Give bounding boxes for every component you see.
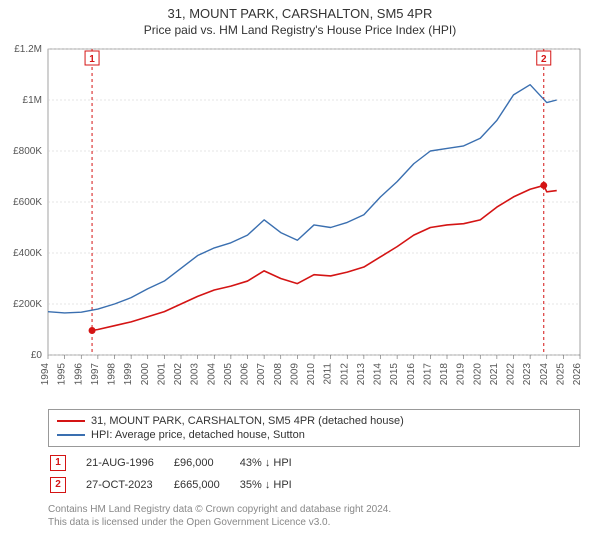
- svg-text:2022: 2022: [506, 363, 517, 386]
- svg-text:£1.2M: £1.2M: [14, 44, 42, 55]
- svg-text:£800K: £800K: [13, 146, 42, 157]
- svg-text:2013: 2013: [356, 363, 367, 386]
- marker-row-2: 2 27-OCT-2023 £665,000 35% ↓ HPI: [50, 475, 310, 495]
- svg-text:1999: 1999: [123, 363, 134, 386]
- svg-text:2024: 2024: [539, 363, 550, 386]
- marker-badge-1: 1: [50, 455, 66, 471]
- svg-text:2021: 2021: [489, 363, 500, 386]
- svg-text:2016: 2016: [406, 363, 417, 386]
- chart-title: 31, MOUNT PARK, CARSHALTON, SM5 4PR: [0, 0, 600, 21]
- svg-text:2005: 2005: [223, 363, 234, 386]
- legend: 31, MOUNT PARK, CARSHALTON, SM5 4PR (det…: [48, 409, 580, 447]
- svg-text:2008: 2008: [273, 363, 284, 386]
- svg-text:2026: 2026: [572, 363, 583, 386]
- svg-text:2011: 2011: [323, 363, 334, 385]
- chart-subtitle: Price paid vs. HM Land Registry's House …: [0, 21, 600, 43]
- svg-text:1997: 1997: [90, 363, 101, 386]
- svg-text:1: 1: [89, 54, 95, 65]
- svg-text:£600K: £600K: [13, 197, 42, 208]
- marker-price-2: £665,000: [174, 475, 238, 495]
- svg-text:1996: 1996: [73, 363, 84, 386]
- svg-text:£1M: £1M: [23, 95, 42, 106]
- chart-svg: £0 £200K £400K £600K £800K £1M £1.2M 1994 1995 19…: [0, 43, 600, 403]
- svg-text:2: 2: [541, 54, 547, 65]
- svg-text:2014: 2014: [373, 363, 384, 386]
- svg-text:2019: 2019: [456, 363, 467, 386]
- marker-table: 1 21-AUG-1996 £96,000 43% ↓ HPI 2 27-OCT…: [48, 451, 312, 497]
- svg-text:2010: 2010: [306, 363, 317, 386]
- svg-text:2012: 2012: [339, 363, 350, 386]
- svg-text:2002: 2002: [173, 363, 184, 386]
- svg-text:2015: 2015: [389, 363, 400, 386]
- marker-badge-2: 2: [50, 477, 66, 493]
- svg-text:2003: 2003: [190, 363, 201, 386]
- marker-row-1: 1 21-AUG-1996 £96,000 43% ↓ HPI: [50, 453, 310, 473]
- svg-text:2020: 2020: [472, 363, 483, 386]
- svg-text:2007: 2007: [256, 363, 267, 386]
- marker-price-1: £96,000: [174, 453, 238, 473]
- svg-text:1998: 1998: [107, 363, 118, 386]
- svg-text:1995: 1995: [57, 363, 68, 386]
- svg-text:£0: £0: [31, 350, 43, 361]
- svg-text:2017: 2017: [422, 363, 433, 386]
- svg-text:1994: 1994: [40, 363, 51, 386]
- svg-text:2004: 2004: [206, 363, 217, 386]
- legend-label-1: 31, MOUNT PARK, CARSHALTON, SM5 4PR (det…: [91, 415, 404, 427]
- legend-swatch-2: [57, 434, 85, 436]
- marker-date-1: 21-AUG-1996: [86, 453, 172, 473]
- svg-text:2009: 2009: [289, 363, 300, 386]
- svg-text:2006: 2006: [240, 363, 251, 386]
- marker-delta-2: 35% ↓ HPI: [240, 475, 310, 495]
- marker-delta-1: 43% ↓ HPI: [240, 453, 310, 473]
- svg-text:2018: 2018: [439, 363, 450, 386]
- footer-copyright: Contains HM Land Registry data © Crown c…: [48, 503, 580, 529]
- svg-text:2000: 2000: [140, 363, 151, 386]
- legend-swatch-1: [57, 420, 85, 422]
- svg-text:£200K: £200K: [13, 299, 42, 310]
- legend-row-series2: HPI: Average price, detached house, Sutt…: [57, 428, 571, 442]
- legend-label-2: HPI: Average price, detached house, Sutt…: [91, 429, 305, 441]
- svg-text:£400K: £400K: [13, 248, 42, 259]
- svg-text:2001: 2001: [156, 363, 167, 386]
- svg-text:2025: 2025: [555, 363, 566, 386]
- legend-row-series1: 31, MOUNT PARK, CARSHALTON, SM5 4PR (det…: [57, 414, 571, 428]
- svg-text:2023: 2023: [522, 363, 533, 386]
- marker-date-2: 27-OCT-2023: [86, 475, 172, 495]
